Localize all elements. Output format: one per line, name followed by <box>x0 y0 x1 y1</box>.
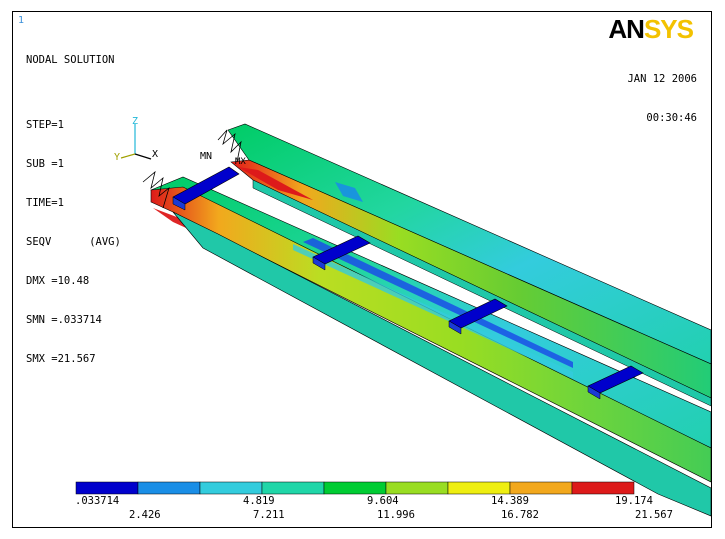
legend-bottom-label: 7.211 <box>253 509 285 521</box>
rear-beam-blue-patch <box>335 182 363 202</box>
cross-member-2-side <box>312 256 326 271</box>
legend-bottom-label: 21.567 <box>635 509 673 521</box>
rear-beam-top-flange <box>227 123 711 365</box>
rear-beam-end-detail <box>217 129 242 163</box>
rear-beam-red-zone <box>238 167 313 200</box>
info-line: SEQV (AVG) <box>26 236 121 248</box>
legend-bottom-label: 2.426 <box>129 509 161 521</box>
legend-swatch <box>571 481 635 495</box>
legend-swatch <box>75 481 139 495</box>
legend-swatch <box>385 481 449 495</box>
legend-bottom-label: 16.782 <box>501 509 539 521</box>
legend-swatch <box>447 481 511 495</box>
legend-bottom-label: 11.996 <box>377 509 415 521</box>
max-marker: MX <box>235 157 246 167</box>
date-label: JAN 12 2006 <box>627 73 697 85</box>
time-label: 00:30:46 <box>646 112 697 124</box>
legend-swatch <box>137 481 201 495</box>
front-beam-end-detail <box>142 170 170 209</box>
coordinate-triad-icon: Z Y X <box>114 116 158 163</box>
info-line: SMX =21.567 <box>26 353 96 365</box>
legend-swatch <box>509 481 573 495</box>
front-beam-inner-cyan <box>293 244 573 378</box>
rear-beam-bottom-flange <box>252 179 711 407</box>
cross-member-4-side <box>587 385 601 400</box>
legend-top-label: 14.389 <box>491 495 529 507</box>
result-info-block: NODAL SOLUTION STEP=1 SUB =1 TIME=1 SEQV… <box>26 28 121 392</box>
fea-model-plot[interactable]: Z Y X MN MX <box>13 12 711 527</box>
legend-swatch <box>199 481 263 495</box>
graphics-window[interactable]: Z Y X MN MX 1 NODAL SOLUTION STEP=1 SUB … <box>12 11 712 528</box>
cross-member-1-side <box>172 196 186 211</box>
legend-swatch <box>261 481 325 495</box>
legend-top-label: .033714 <box>75 495 120 507</box>
triad-z-label: Z <box>132 116 138 127</box>
contour-legend: .033714 4.819 9.604 14.389 19.174 2.426 7.211… <box>75 481 673 521</box>
legend-color-bar <box>75 481 635 495</box>
info-line: NODAL SOLUTION <box>26 54 115 66</box>
info-line: TIME=1 <box>26 197 64 209</box>
cross-member-3-side <box>448 320 462 335</box>
front-beam-inner-blue <box>303 238 573 368</box>
triad-y-label: Y <box>114 152 120 163</box>
min-marker: MN <box>200 151 212 162</box>
front-beam-bottom-flange <box>172 211 711 517</box>
timestamp: JAN 12 2006 00:30:46 <box>627 47 697 151</box>
triad-x-label: X <box>152 149 158 160</box>
ansys-logo: ANSYS <box>608 14 694 44</box>
rear-beam-side-face <box>230 159 711 399</box>
window-number: 1 <box>18 15 25 26</box>
info-line: DMX =10.48 <box>26 275 90 287</box>
legend-top-label: 4.819 <box>243 495 275 507</box>
legend-top-label: 9.604 <box>367 495 399 507</box>
info-line: STEP=1 <box>26 119 64 131</box>
legend-top-label: 19.174 <box>615 495 653 507</box>
info-line: SMN =.033714 <box>26 314 102 326</box>
info-line: SUB =1 <box>26 158 64 170</box>
legend-swatch <box>323 481 387 495</box>
